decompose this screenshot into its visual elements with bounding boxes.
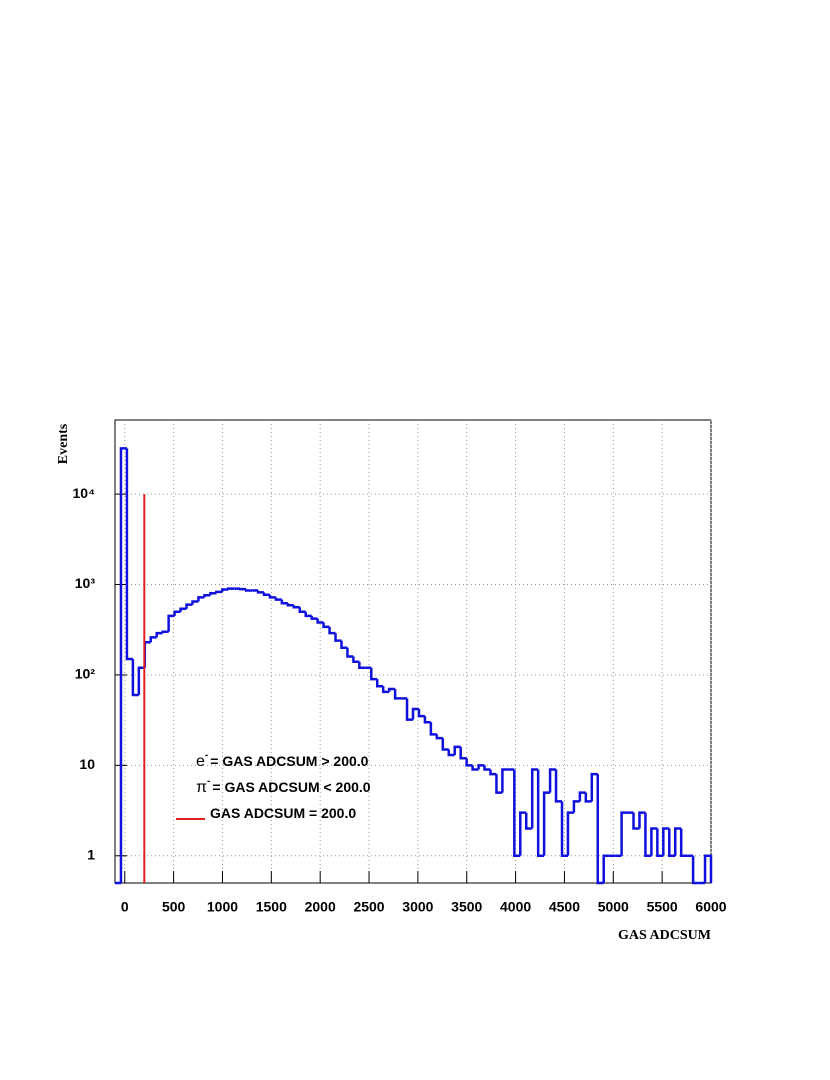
histogram-bin xyxy=(341,641,347,648)
histogram-bin xyxy=(377,679,383,686)
histogram-bin xyxy=(568,813,574,856)
histogram-bin xyxy=(502,769,508,792)
x-axis-label: GAS ADCSUM xyxy=(618,928,711,943)
histogram-bin xyxy=(216,592,222,593)
legend-particle: e xyxy=(196,753,205,770)
x-tick-label: 1500 xyxy=(256,899,287,915)
histogram-bin xyxy=(181,609,187,612)
legend-entry: GAS ADCSUM = 200.0 xyxy=(210,805,356,821)
histogram-bin xyxy=(145,642,151,668)
legend-text: = GAS ADCSUM > 200.0 xyxy=(210,753,368,769)
y-tick-label: 1 xyxy=(87,846,95,862)
histogram-bin xyxy=(437,734,443,738)
legend-entry: π-= GAS ADCSUM < 200.0 xyxy=(196,776,371,797)
histogram-bin xyxy=(127,448,133,659)
histogram-bin xyxy=(485,765,491,769)
histogram-bin xyxy=(425,716,431,722)
histogram-bin xyxy=(228,589,234,590)
histogram-bin xyxy=(187,605,193,609)
histogram-bin xyxy=(151,637,157,642)
x-tick-label: 5500 xyxy=(647,899,678,915)
histogram-bin xyxy=(359,662,365,668)
histogram-bin xyxy=(336,633,342,640)
histogram-bin xyxy=(246,589,252,590)
x-tick-label: 2000 xyxy=(305,899,336,915)
histogram-bin xyxy=(204,595,210,597)
y-tick-label: 10³ xyxy=(75,575,96,591)
histogram-bin xyxy=(622,813,628,856)
histogram-bin xyxy=(371,668,377,679)
histogram-bin xyxy=(210,593,216,595)
histogram-bin xyxy=(681,829,687,856)
histogram-bin xyxy=(169,616,175,632)
histogram-bin xyxy=(395,689,401,698)
histogram-bin xyxy=(192,601,198,604)
legend-entry: e-= GAS ADCSUM > 200.0 xyxy=(196,750,369,771)
legend-particle: π xyxy=(196,779,207,796)
legend-charge: - xyxy=(207,776,210,787)
histogram-bin xyxy=(461,747,467,758)
histogram-bin xyxy=(264,592,270,594)
histogram-bin xyxy=(288,603,294,605)
histogram-bin xyxy=(324,623,330,627)
histogram-bin xyxy=(443,738,449,749)
histogram-bin xyxy=(544,793,550,856)
x-tick-label: 4500 xyxy=(549,899,580,915)
histogram-bin xyxy=(604,856,610,883)
histogram-bin xyxy=(330,627,336,633)
histogram-bin xyxy=(270,595,276,598)
histogram-bin xyxy=(198,597,204,601)
histogram-bin xyxy=(419,709,425,716)
histogram-bin xyxy=(312,616,318,619)
histogram-bin xyxy=(574,801,580,812)
histogram-bin xyxy=(282,600,288,604)
y-tick-label: 10 xyxy=(79,756,95,772)
y-axis-label: Events xyxy=(56,423,71,464)
legend-text: = GAS ADCSUM < 200.0 xyxy=(212,779,370,795)
histogram-bin xyxy=(556,769,562,801)
legend-text: GAS ADCSUM = 200.0 xyxy=(210,805,356,821)
x-tick-label: 0 xyxy=(121,899,129,915)
histogram-bin xyxy=(467,758,473,765)
histogram-bin xyxy=(300,607,306,611)
histogram-bin xyxy=(705,856,711,883)
y-tick-label: 10⁴ xyxy=(73,485,96,501)
histogram-bin xyxy=(163,632,169,633)
histogram-bin xyxy=(347,648,353,657)
histogram-bin xyxy=(294,605,300,607)
histogram-bin xyxy=(353,656,359,661)
histogram-bin xyxy=(222,590,228,592)
x-tick-label: 5000 xyxy=(598,899,629,915)
x-tick-label: 2500 xyxy=(353,899,384,915)
histogram-bin xyxy=(431,722,437,734)
histogram-bin xyxy=(276,597,282,599)
histogram-bin xyxy=(258,590,264,592)
y-tick-label: 10² xyxy=(75,666,96,682)
legend-charge: - xyxy=(205,750,208,761)
x-tick-label: 3000 xyxy=(402,899,433,915)
histogram-bin xyxy=(490,769,496,774)
histogram-bin xyxy=(306,612,312,616)
x-tick-label: 1000 xyxy=(207,899,238,915)
x-tick-label: 500 xyxy=(162,899,186,915)
x-tick-label: 4000 xyxy=(500,899,531,915)
x-tick-label: 6000 xyxy=(695,899,726,915)
x-tick-label: 3500 xyxy=(451,899,482,915)
histogram-bin xyxy=(157,633,163,637)
histogram-bin xyxy=(175,612,181,616)
histogram-bin xyxy=(693,856,699,883)
